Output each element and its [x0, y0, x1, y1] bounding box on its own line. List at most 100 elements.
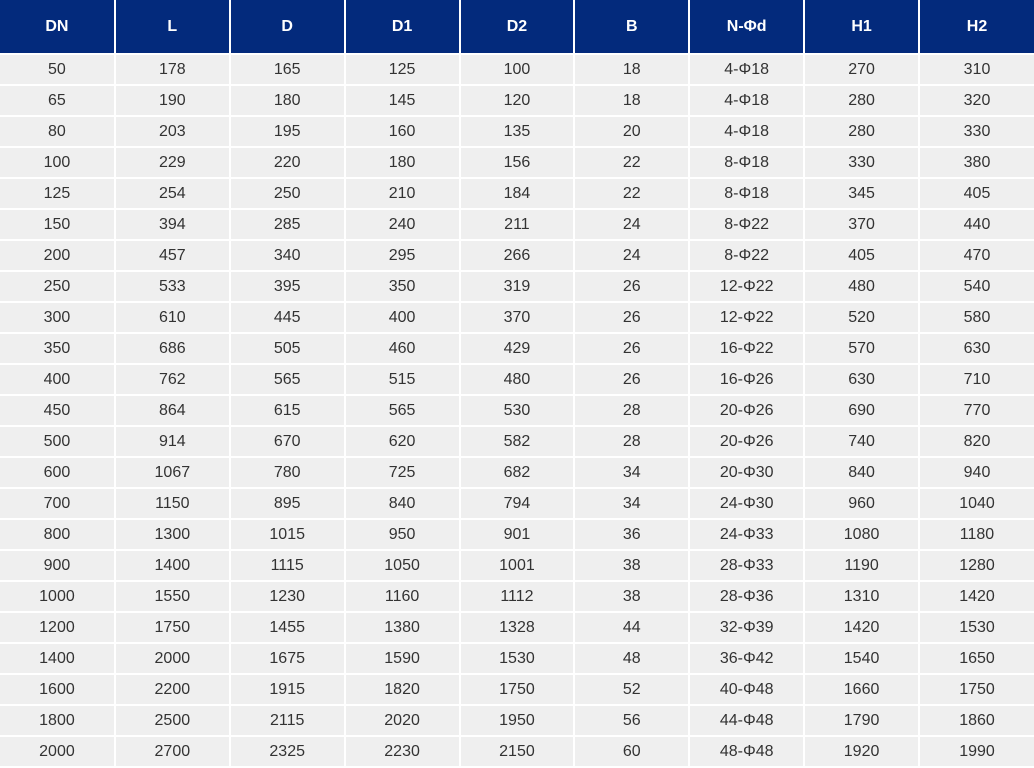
table-row: 65 190 180 145 120 18 4-Φ18 280 320	[0, 84, 1034, 117]
table-cell: 1190	[803, 549, 920, 582]
table-cell: 405	[803, 239, 920, 272]
table-cell: 8-Φ18	[688, 146, 806, 179]
table-cell: 580	[918, 301, 1034, 334]
table-cell: 330	[918, 115, 1034, 148]
table-cell: 180	[228, 84, 346, 117]
table-cell: 12-Φ22	[688, 301, 806, 334]
table-cell: 940	[918, 456, 1034, 489]
table-cell: 1530	[918, 611, 1034, 644]
table-cell: 515	[343, 363, 461, 396]
table-cell: 160	[343, 115, 461, 148]
table-cell: 285	[228, 208, 346, 241]
table-cell: 840	[343, 487, 461, 520]
table-cell: 1160	[343, 580, 461, 613]
table-cell: 630	[803, 363, 920, 396]
table-row: 1400 2000 1675 1590 1530 48 36-Φ42 1540 1650	[0, 642, 1034, 675]
table-cell: 36	[573, 518, 691, 551]
table-cell: 794	[458, 487, 576, 520]
table-cell: 203	[113, 115, 231, 148]
table-cell: 610	[113, 301, 231, 334]
table-row: 100 229 220 180 156 22 8-Φ18 330 380	[0, 146, 1034, 179]
table-cell: 1310	[803, 580, 920, 613]
table-cell: 240	[343, 208, 461, 241]
table-cell: 1800	[0, 704, 116, 737]
column-header: N-Φd	[688, 0, 806, 55]
table-row: 700 1150 895 840 794 34 24-Φ30 960 1040	[0, 487, 1034, 520]
table-cell: 1000	[0, 580, 116, 613]
table-cell: 457	[113, 239, 231, 272]
table-cell: 895	[228, 487, 346, 520]
table-cell: 1067	[113, 456, 231, 489]
table-cell: 250	[228, 177, 346, 210]
table-cell: 380	[918, 146, 1034, 179]
table-cell: 36-Φ42	[688, 642, 806, 675]
table-cell: 34	[573, 456, 691, 489]
table-cell: 270	[803, 53, 920, 86]
table-cell: 1115	[228, 549, 346, 582]
table-cell: 1080	[803, 518, 920, 551]
table-cell: 914	[113, 425, 231, 458]
table-cell: 505	[228, 332, 346, 365]
table-cell: 65	[0, 84, 116, 117]
table-row: 200 457 340 295 266 24 8-Φ22 405 470	[0, 239, 1034, 272]
table-row: 80 203 195 160 135 20 4-Φ18 280 330	[0, 115, 1034, 148]
table-cell: 48-Φ48	[688, 735, 806, 768]
table-cell: 2325	[228, 735, 346, 768]
table-cell: 1920	[803, 735, 920, 768]
table-cell: 440	[918, 208, 1034, 241]
column-header: H1	[803, 0, 920, 55]
table-cell: 1001	[458, 549, 576, 582]
table-cell: 48	[573, 642, 691, 675]
table-cell: 1040	[918, 487, 1034, 520]
table-cell: 1790	[803, 704, 920, 737]
table-cell: 690	[803, 394, 920, 427]
column-header: B	[573, 0, 691, 55]
table-row: 1600 2200 1915 1820 1750 52 40-Φ48 1660 1750	[0, 673, 1034, 706]
table-cell: 1660	[803, 673, 920, 706]
table-cell: 2150	[458, 735, 576, 768]
table-cell: 1150	[113, 487, 231, 520]
table-cell: 38	[573, 549, 691, 582]
table-cell: 2500	[113, 704, 231, 737]
table-row: 125 254 250 210 184 22 8-Φ18 345 405	[0, 177, 1034, 210]
table-cell: 8-Φ22	[688, 208, 806, 241]
table-cell: 864	[113, 394, 231, 427]
table-row: 300 610 445 400 370 26 12-Φ22 520 580	[0, 301, 1034, 334]
column-header: H2	[918, 0, 1034, 55]
table-cell: 16-Φ22	[688, 332, 806, 365]
table-cell: 615	[228, 394, 346, 427]
table-cell: 350	[0, 332, 116, 365]
table-cell: 28-Φ33	[688, 549, 806, 582]
table-cell: 460	[343, 332, 461, 365]
table-cell: 22	[573, 146, 691, 179]
table-cell: 400	[343, 301, 461, 334]
table-cell: 1675	[228, 642, 346, 675]
table-cell: 195	[228, 115, 346, 148]
table-row: 400 762 565 515 480 26 16-Φ26 630 710	[0, 363, 1034, 396]
table-row: 1200 1750 1455 1380 1328 44 32-Φ39 1420 1530	[0, 611, 1034, 644]
table-cell: 445	[228, 301, 346, 334]
table-row: 500 914 670 620 582 28 20-Φ26 740 820	[0, 425, 1034, 458]
table-cell: 780	[228, 456, 346, 489]
table-cell: 280	[803, 84, 920, 117]
table-cell: 8-Φ22	[688, 239, 806, 272]
table-cell: 370	[803, 208, 920, 241]
table-cell: 24	[573, 208, 691, 241]
table-cell: 1328	[458, 611, 576, 644]
table-cell: 125	[0, 177, 116, 210]
table-cell: 310	[918, 53, 1034, 86]
table-cell: 700	[0, 487, 116, 520]
table-cell: 165	[228, 53, 346, 86]
table-cell: 190	[113, 84, 231, 117]
table-cell: 2700	[113, 735, 231, 768]
table-cell: 682	[458, 456, 576, 489]
table-cell: 1300	[113, 518, 231, 551]
table-cell: 345	[803, 177, 920, 210]
table-cell: 820	[918, 425, 1034, 458]
table-cell: 900	[0, 549, 116, 582]
table-cell: 670	[228, 425, 346, 458]
table-cell: 156	[458, 146, 576, 179]
table-cell: 480	[803, 270, 920, 303]
table-row: 450 864 615 565 530 28 20-Φ26 690 770	[0, 394, 1034, 427]
table-cell: 135	[458, 115, 576, 148]
